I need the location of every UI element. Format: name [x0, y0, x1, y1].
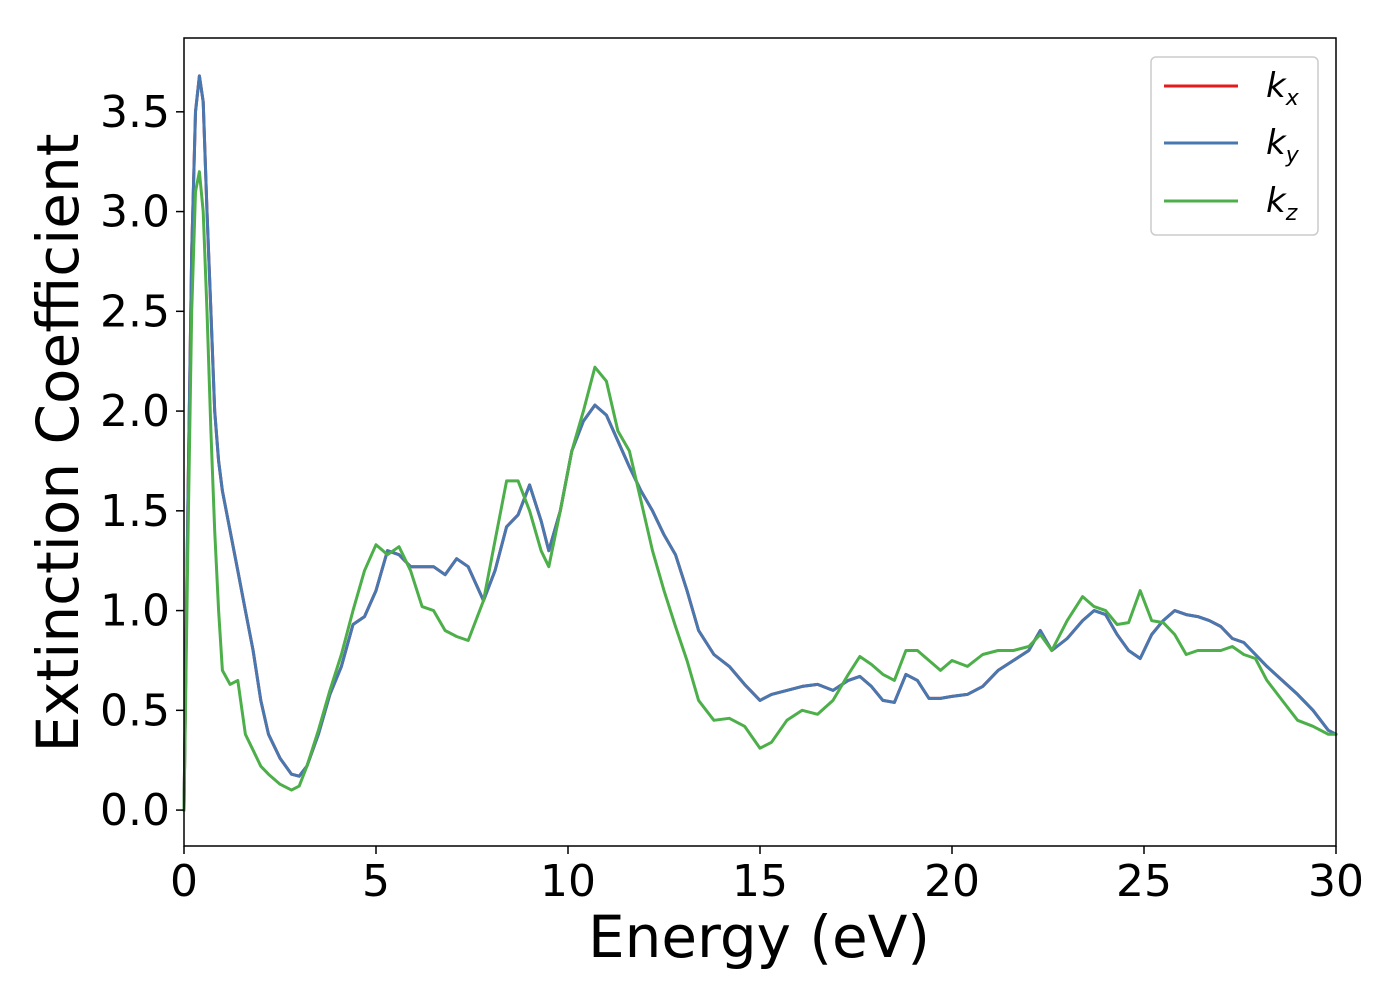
- legend-items: kx ky kz: [1164, 66, 1300, 226]
- plot-area: [182, 74, 1338, 812]
- legend-label-kz: kz: [1266, 181, 1298, 226]
- y-tick-label: 2.5: [100, 286, 170, 337]
- plot-frame: [183, 37, 1337, 847]
- legend-label-kx: kx: [1266, 66, 1300, 111]
- x-tick-label: 25: [1116, 856, 1172, 907]
- y-tick-label: 3.0: [100, 187, 170, 238]
- y-tick-label: 1.5: [100, 486, 170, 537]
- y-tick-label: 1.0: [100, 586, 170, 637]
- x-tick-label: 5: [362, 856, 390, 907]
- x-axis-label: Energy (eV): [588, 903, 930, 971]
- y-tick-label: 2.0: [100, 386, 170, 437]
- x-tick-label: 30: [1308, 856, 1364, 907]
- legend-box: [1150, 56, 1319, 236]
- x-tick-label: 0: [170, 856, 198, 907]
- y-tick-label: 0.5: [100, 685, 170, 736]
- legend-label-ky: ky: [1266, 123, 1300, 168]
- legend: kx ky kz: [1150, 56, 1319, 236]
- y-tick-label: 0.0: [100, 785, 170, 836]
- x-axis-ticks: 0 5 10 15 20 25 30: [170, 846, 1364, 907]
- y-axis-label: Extinction Coefficient: [24, 134, 92, 753]
- x-tick-label: 10: [540, 856, 596, 907]
- series-line-ky: [182, 74, 1338, 812]
- x-tick-label: 20: [924, 856, 980, 907]
- series-line-kz: [182, 170, 1338, 812]
- x-tick-label: 15: [732, 856, 788, 907]
- y-axis-ticks: 0.0 0.5 1.0 1.5 2.0 2.5 3.0 3.5: [100, 87, 184, 836]
- y-tick-label: 3.5: [100, 87, 170, 138]
